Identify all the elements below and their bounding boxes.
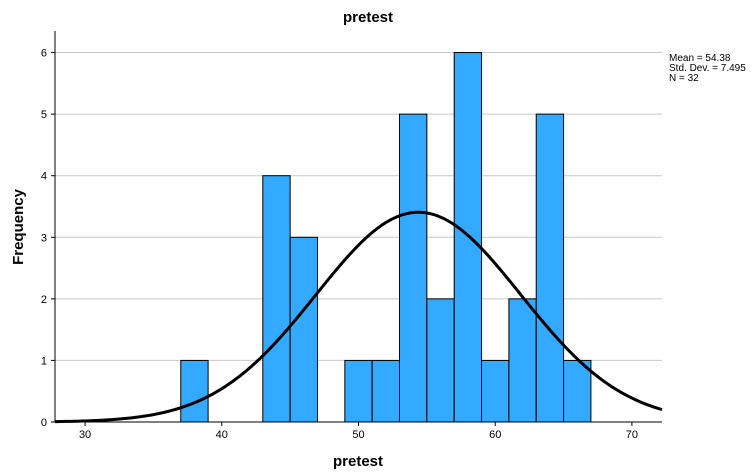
y-tick-label-2: 2 <box>41 294 47 306</box>
histogram-bar-0 <box>180 359 209 423</box>
y-tick-label-6: 6 <box>41 48 47 60</box>
x-tick-label-40: 40 <box>216 429 228 441</box>
histogram-bar-10 <box>535 113 565 423</box>
stat-mean: Mean = 54.38 <box>669 53 731 64</box>
stat-std-dev: Std. Dev. = 7.495 <box>669 63 746 74</box>
histogram-bar-4 <box>371 359 401 423</box>
histogram-bar-9 <box>508 298 537 423</box>
y-tick-labels: 0 1 2 3 4 5 6 <box>41 48 55 429</box>
histogram-bar-1 <box>262 175 291 423</box>
y-tick-label-3: 3 <box>41 232 47 244</box>
histogram-bar-5 <box>399 113 428 423</box>
stats-box: Mean = 54.38 Std. Dev. = 7.495 N = 32 <box>669 53 746 84</box>
y-tick-label-0: 0 <box>41 417 47 429</box>
x-tick-label-70: 70 <box>626 429 638 441</box>
x-tick-label-30: 30 <box>79 429 91 441</box>
x-axis-title: pretest <box>333 453 383 470</box>
stat-n: N = 32 <box>669 73 699 84</box>
y-tick-label-5: 5 <box>41 109 47 121</box>
histogram-bar-11 <box>563 359 592 423</box>
normal-curve <box>54 210 663 424</box>
x-tick-labels: 30 40 50 60 70 <box>79 422 638 441</box>
histogram-bar-2 <box>289 236 318 423</box>
x-tick-label-60: 60 <box>489 429 501 441</box>
x-tick-label-50: 50 <box>352 429 364 441</box>
chart-title: pretest <box>343 9 393 26</box>
histogram-bar-3 <box>344 359 373 423</box>
y-axis-title: Frequency <box>10 188 27 265</box>
y-tick-label-1: 1 <box>41 355 47 367</box>
histogram-bar-6 <box>426 298 455 423</box>
histogram-bar-8 <box>481 359 510 423</box>
y-tick-label-4: 4 <box>41 171 47 183</box>
grid-lines <box>55 52 662 361</box>
